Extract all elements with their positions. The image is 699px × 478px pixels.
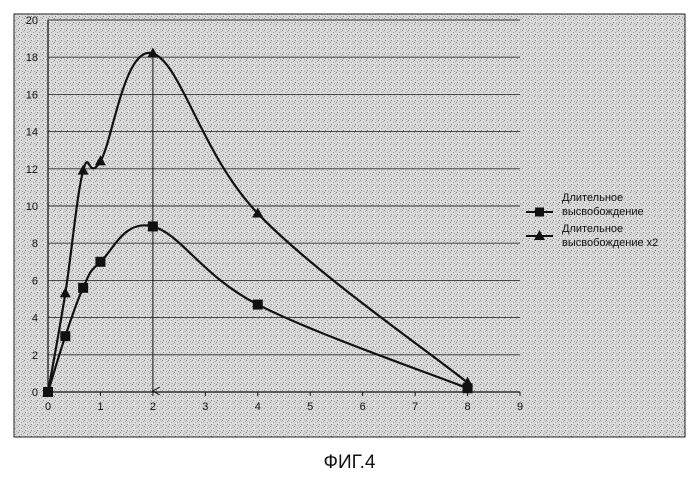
x-tick-label: 8 <box>464 401 470 413</box>
legend-label-1a: Длительное <box>562 192 623 204</box>
x-tick-label: 2 <box>150 401 156 413</box>
y-tick-label: 14 <box>26 127 38 139</box>
x-tick-label: 7 <box>412 401 418 413</box>
y-tick-label: 16 <box>26 89 38 101</box>
x-tick-label: 3 <box>202 401 208 413</box>
legend-label-1b: высвобождение <box>562 206 644 218</box>
y-tick-label: 0 <box>32 387 38 399</box>
data-point-square <box>148 221 158 231</box>
y-tick-label: 8 <box>32 238 38 250</box>
legend-label-2b: высвобождение x2 <box>562 237 658 249</box>
data-point-square <box>253 300 263 310</box>
y-tick-label: 6 <box>32 275 38 287</box>
x-tick-label: 5 <box>307 401 313 413</box>
y-tick-label: 10 <box>26 201 38 213</box>
figure-caption: ФИГ.4 <box>324 452 376 473</box>
y-tick-label: 18 <box>26 52 38 64</box>
data-point-square <box>95 257 105 267</box>
x-tick-label: 4 <box>255 401 261 413</box>
legend-square-marker <box>535 208 544 217</box>
legend-label-2a: Длительное <box>562 223 623 235</box>
x-tick-label: 6 <box>360 401 366 413</box>
y-tick-label: 4 <box>32 313 38 325</box>
y-tick-label: 12 <box>26 164 38 176</box>
y-tick-label: 2 <box>32 350 38 362</box>
x-tick-label: 9 <box>517 401 523 413</box>
y-tick-label: 20 <box>26 15 38 27</box>
x-tick-label: 1 <box>97 401 103 413</box>
data-point-square <box>60 331 70 341</box>
data-point-square <box>78 283 88 293</box>
x-tick-label: 0 <box>45 401 51 413</box>
